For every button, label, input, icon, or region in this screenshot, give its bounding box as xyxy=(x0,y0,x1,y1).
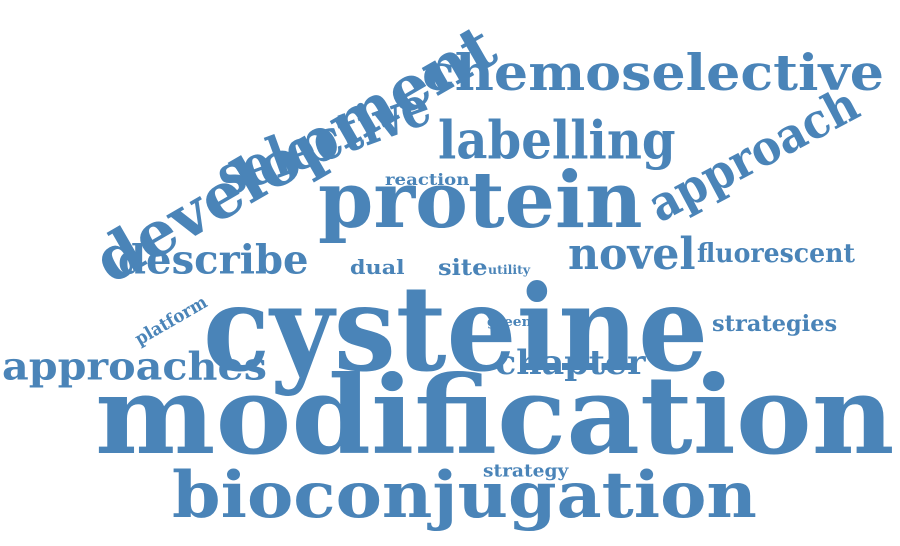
word-site: site xyxy=(438,255,488,282)
word-novel: novel xyxy=(568,227,696,280)
word-strategies: strategies xyxy=(712,309,838,337)
word-green: green xyxy=(487,313,532,330)
word-protein: protein xyxy=(318,155,643,246)
word-fluorescent: fluorescent xyxy=(697,237,856,269)
word-approaches: approaches xyxy=(2,344,267,389)
word-reaction: reaction xyxy=(385,170,470,189)
word-dual: dual xyxy=(350,255,405,280)
word-chapter: chapter xyxy=(495,343,646,383)
word-chemoselective: chemoselective xyxy=(422,43,885,102)
word-describe: describe xyxy=(118,235,309,284)
word-bioconjugation: bioconjugation xyxy=(172,458,757,533)
word-cysteine: cysteine xyxy=(203,259,709,398)
word-modification: modification xyxy=(95,353,895,479)
word-utility: utility xyxy=(488,262,531,278)
word-strategy: strategy xyxy=(483,459,569,482)
word-labelling: labelling xyxy=(438,110,676,172)
word-platform: platform xyxy=(130,291,211,350)
